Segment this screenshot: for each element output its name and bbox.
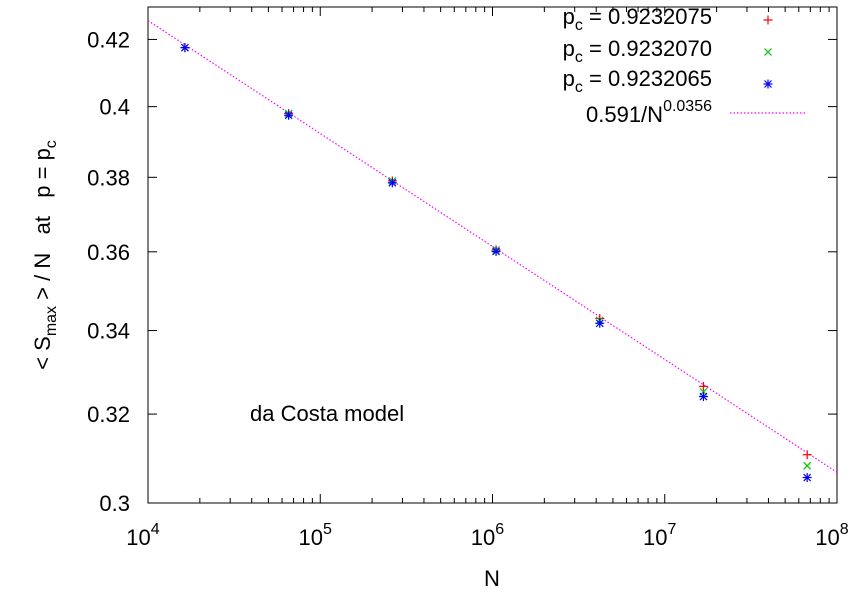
legend-marker-symbol — [763, 79, 773, 89]
legend-label-1: pc = 0.9232075 — [563, 4, 712, 34]
legend-marker-1 — [763, 15, 773, 25]
data-point-s3 — [180, 43, 190, 53]
data-point-s3 — [595, 318, 605, 328]
data-point-s3 — [491, 246, 501, 256]
legend-entry-fit: 0.591/N0.0356 — [586, 98, 807, 127]
plot-frame — [147, 6, 838, 504]
y-tick-label: 0.38 — [87, 165, 130, 190]
x-axis-ticks: 104 105 106 107 108 — [126, 7, 849, 550]
y-axis-title: < Smax > / N at p = pc — [30, 140, 60, 370]
fit-curve — [147, 20, 838, 473]
data-point-s3 — [802, 473, 812, 483]
data-point-s3 — [284, 110, 294, 120]
legend-marker-3 — [763, 79, 773, 89]
x-tick-label: 108 — [815, 521, 848, 550]
x-tick-label: 106 — [471, 521, 504, 550]
y-axis-ticks: 0.3 0.32 0.34 0.36 0.38 0.4 0.42 — [87, 27, 837, 516]
y-tick-label: 0.3 — [99, 491, 130, 516]
y-tick-label: 0.4 — [99, 95, 130, 120]
annotation-model-name: da Costa model — [250, 401, 404, 426]
x-tick-label: 107 — [643, 521, 676, 550]
x-axis-title: N — [484, 566, 500, 591]
legend-marker-2 — [764, 48, 772, 56]
legend-label-3: pc = 0.9232065 — [563, 66, 712, 96]
y-tick-label: 0.34 — [87, 319, 130, 344]
data-point-s3 — [387, 178, 397, 188]
data-point-s3 — [698, 392, 708, 402]
legend-label-fit: 0.591/N0.0356 — [586, 98, 712, 127]
x-tick-label: 104 — [126, 521, 159, 550]
data-point-s2 — [803, 461, 812, 470]
y-tick-label: 0.42 — [87, 27, 130, 52]
legend-marker-symbol — [763, 15, 773, 25]
y-tick-label: 0.36 — [87, 240, 130, 265]
legend-label-2: pc = 0.9232070 — [563, 36, 712, 66]
legend-marker-symbol — [764, 48, 772, 56]
data-point-s1 — [802, 450, 812, 460]
legend-entry-3: pc = 0.9232065 — [563, 66, 773, 96]
fit-line — [147, 20, 838, 473]
legend-entry-2: pc = 0.9232070 — [563, 36, 772, 66]
plot-area: 104 105 106 107 108 0.30.320.340.360.380.40.… — [87, 6, 849, 550]
legend: pc = 0.9232075 pc = 0.9232070 pc = 0.923… — [563, 4, 807, 127]
y-tick-label: 0.32 — [87, 402, 130, 427]
legend-entry-1: pc = 0.9232075 — [563, 4, 773, 34]
x-tick-label: 105 — [299, 521, 332, 550]
data-points — [180, 43, 812, 483]
data-point-s1 — [698, 381, 708, 391]
